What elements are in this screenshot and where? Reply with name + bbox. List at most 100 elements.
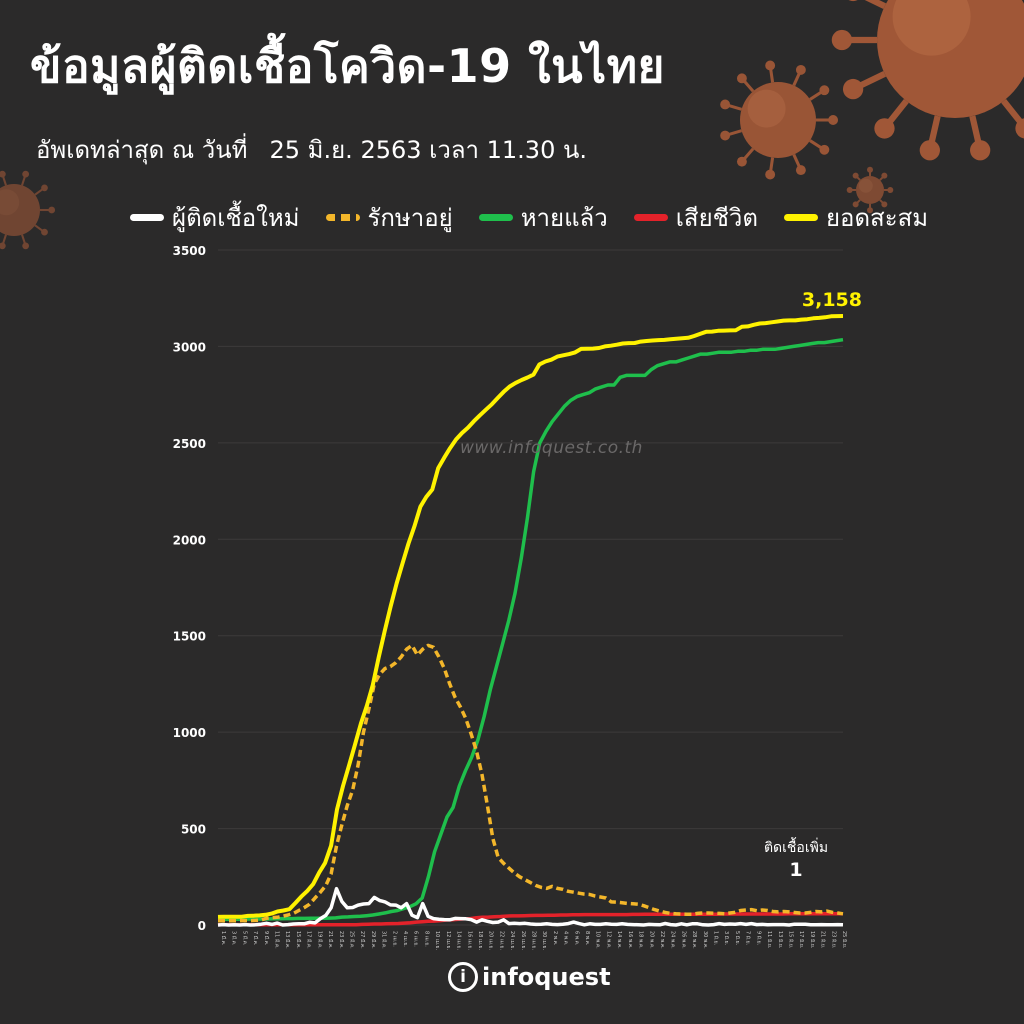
y-tick-label: 2000 (173, 533, 206, 547)
x-tick-label: 22 พ.ค. (659, 931, 665, 949)
x-tick-label: 12 พ.ค. (605, 931, 611, 949)
legend-swatch-active (325, 214, 360, 221)
x-tick-label: 18 เม.ย. (477, 931, 483, 950)
x-tick-label: 25 มี.ค. (348, 931, 355, 949)
x-tick-label: 2 พ.ค. (552, 931, 558, 946)
x-tick-label: 7 มิ.ย. (745, 931, 752, 946)
virus-icon-small (846, 166, 894, 214)
x-tick-label: 30 เม.ย. (541, 931, 547, 950)
x-tick-label: 28 เม.ย. (531, 931, 537, 950)
x-axis: 1 มี.ค. 3 มี.ค. 5 มี.ค. 7 มี.ค. 9 มี.ค. 11 มี… (220, 931, 848, 950)
legend-label-new-cases: ผู้ติดเชื้อใหม่ (172, 204, 300, 232)
series-line-deaths (218, 912, 843, 927)
x-tick-label: 5 มิ.ย. (734, 931, 741, 946)
x-tick-label: 9 มี.ค. (263, 931, 270, 946)
x-tick-label: 3 มิ.ย. (723, 931, 730, 946)
x-tick-label: 18 พ.ค. (638, 931, 644, 949)
x-tick-label: 29 มี.ค. (370, 931, 377, 949)
x-tick-label: 24 เม.ย. (509, 931, 515, 950)
series-line-recovered (218, 337, 844, 922)
x-tick-label: 20 เม.ย. (488, 931, 494, 950)
virus-icon-medium (720, 60, 839, 180)
new-cases-annotation-label: ติดเชื้อเพิ่ม (764, 837, 828, 856)
page-title: ข้อมูลผู้ติดเชื้อโควิด-19 ในไทย (30, 39, 665, 93)
x-tick-label: 11 มี.ค. (274, 931, 281, 949)
virus-icon-left (0, 170, 56, 250)
x-tick-label: 19 มี.ค. (316, 931, 323, 949)
x-tick-label: 6 พ.ค. (573, 931, 579, 946)
x-tick-label: 12 เม.ย. (445, 931, 451, 950)
x-tick-label: 21 มี.ค. (327, 931, 334, 949)
x-tick-label: 19 มิ.ย. (809, 931, 816, 949)
x-tick-label: 6 เม.ย. (413, 931, 419, 947)
x-tick-label: 4 เม.ย. (402, 931, 408, 947)
x-tick-label: 4 พ.ค. (563, 931, 569, 946)
x-tick-label: 2 เม.ย. (391, 931, 397, 947)
x-tick-label: 24 พ.ค. (670, 931, 676, 949)
y-tick-label: 1000 (173, 726, 206, 740)
y-tick-label: 3000 (173, 340, 206, 354)
x-tick-label: 14 เม.ย. (456, 931, 462, 950)
x-tick-label: 3 มี.ค. (231, 931, 238, 946)
x-tick-label: 8 เม.ย. (423, 931, 429, 947)
chart-legend: ผู้ติดเชื้อใหม่ รักษาอยู่ หายแล้ว เสียชี… (130, 198, 954, 237)
legend-item-active: รักษาอยู่ (325, 198, 453, 237)
virus-icon-large (831, 0, 1024, 161)
series-line-cumulative (217, 314, 844, 919)
y-tick-label: 3500 (173, 244, 206, 258)
x-tick-label: 26 พ.ค. (680, 931, 686, 949)
x-tick-label: 23 มิ.ย. (830, 931, 837, 949)
x-tick-label: 28 พ.ค. (691, 931, 697, 949)
x-tick-label: 26 เม.ย. (520, 931, 526, 950)
x-tick-label: 31 มี.ค. (381, 931, 388, 949)
x-tick-label: 16 พ.ค. (627, 931, 633, 949)
x-tick-label: 22 เม.ย. (498, 931, 504, 950)
x-tick-label: 7 มี.ค. (252, 931, 259, 946)
x-tick-label: 25 มิ.ย. (841, 931, 848, 949)
x-tick-label: 20 พ.ค. (648, 931, 654, 949)
watermark: www.infoquest.co.th (460, 438, 643, 458)
x-tick-label: 10 พ.ค. (595, 931, 601, 949)
x-tick-label: 17 มิ.ย. (798, 931, 805, 949)
total-cases-label: 3,158 (802, 289, 862, 311)
update-label: อัพเดทล่าสุด ณ วันที่ (36, 136, 248, 164)
brand-name: infoquest (482, 963, 611, 991)
brand-logo: i infoquest (448, 962, 611, 992)
series-line-new-cases (217, 886, 844, 927)
x-tick-label: 14 พ.ค. (616, 931, 622, 949)
legend-swatch-deaths (633, 214, 668, 221)
legend-item-cumulative: ยอดสะสม (783, 198, 928, 237)
x-tick-label: 13 มี.ค. (284, 931, 291, 949)
x-tick-label: 15 มี.ค. (295, 931, 302, 949)
x-tick-label: 1 มี.ค. (220, 931, 227, 946)
x-tick-label: 11 มิ.ย. (766, 931, 773, 949)
infoquest-logo-icon: i (448, 962, 478, 992)
y-axis: 0 500 1000 1500 2000 2500 3000 3500 (173, 244, 206, 933)
legend-swatch-recovered (478, 214, 513, 221)
x-tick-label: 9 มิ.ย. (755, 931, 762, 946)
legend-swatch-new-cases (130, 214, 164, 221)
y-tick-label: 1500 (173, 630, 206, 644)
x-tick-label: 8 พ.ค. (584, 931, 590, 946)
x-tick-label: 5 มี.ค. (241, 931, 248, 946)
legend-label-active: รักษาอยู่ (367, 204, 453, 232)
legend-item-deaths: เสียชีวิต (633, 198, 758, 237)
x-tick-label: 23 มี.ค. (338, 931, 345, 949)
chart-series (217, 314, 844, 927)
y-tick-label: 2500 (173, 437, 206, 451)
x-tick-label: 21 มิ.ย. (820, 931, 827, 949)
x-tick-label: 16 เม.ย. (466, 931, 472, 950)
legend-label-deaths: เสียชีวิต (675, 204, 758, 232)
series-line-active (218, 643, 844, 923)
legend-item-recovered: หายแล้ว (478, 198, 608, 237)
update-value: 25 มิ.ย. 2563 เวลา 11.30 น. (269, 136, 588, 164)
update-timestamp: อัพเดทล่าสุด ณ วันที่ 25 มิ.ย. 2563 เวลา … (36, 130, 587, 169)
legend-label-recovered: หายแล้ว (520, 204, 608, 232)
legend-item-new-cases: ผู้ติดเชื้อใหม่ (130, 198, 300, 237)
x-tick-label: 10 เม.ย. (434, 931, 440, 950)
legend-swatch-cumulative (783, 214, 818, 221)
x-tick-label: 27 มี.ค. (359, 931, 366, 949)
